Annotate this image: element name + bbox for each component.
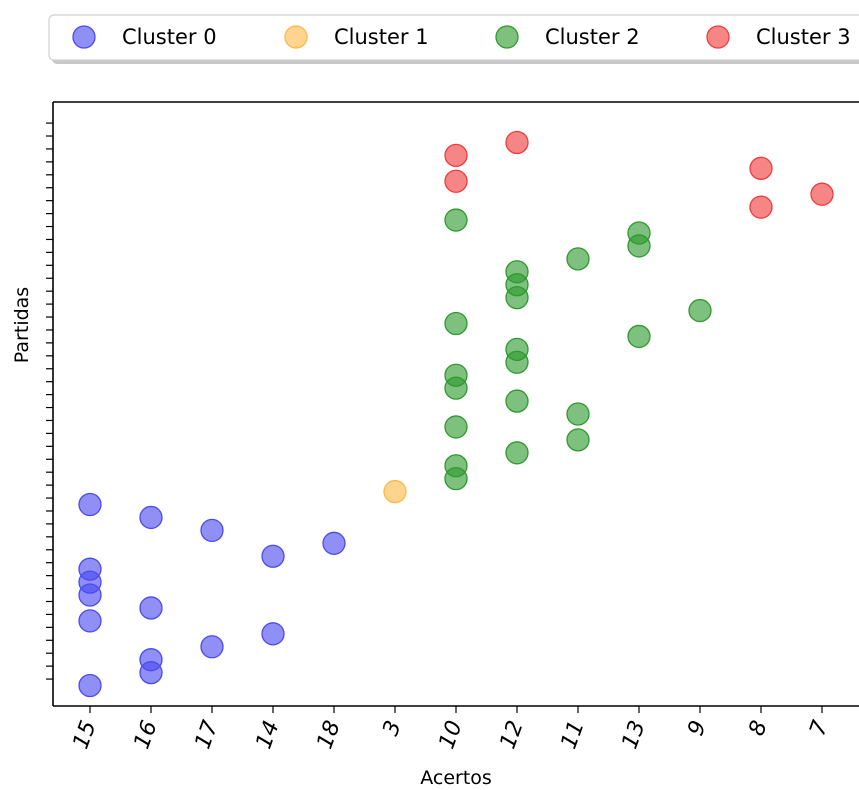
data-point — [444, 311, 468, 336]
data-point — [383, 479, 407, 504]
x-tick-label: 18 — [313, 718, 346, 753]
data-point — [78, 492, 102, 517]
legend-marker — [706, 25, 730, 49]
data-point — [444, 143, 468, 168]
x-tick-label: 14 — [252, 718, 285, 753]
data-point — [810, 182, 834, 206]
x-tick-label: 12 — [496, 718, 529, 753]
legend-label: Cluster 0 — [122, 25, 217, 49]
data-point — [78, 609, 102, 633]
data-point — [139, 660, 163, 685]
data-point — [505, 285, 529, 310]
data-point — [200, 635, 224, 659]
legend-marker — [284, 25, 308, 49]
data-point — [444, 169, 468, 193]
data-point — [505, 441, 529, 465]
data-point — [261, 544, 285, 568]
legend: Cluster 0 Cluster 1 Cluster 2 Cluster 3 — [48, 14, 859, 64]
data-point — [261, 622, 285, 646]
legend-label: Cluster 3 — [756, 25, 851, 49]
data-point — [444, 415, 468, 439]
data-point — [627, 324, 651, 349]
data-point — [139, 596, 163, 620]
data-point — [505, 130, 529, 155]
data-point — [505, 350, 529, 374]
x-tick-label: 13 — [618, 718, 651, 753]
x-tick-label: 16 — [130, 718, 163, 753]
data-point — [78, 583, 102, 607]
y-axis-label: Partidas — [11, 287, 33, 363]
data-point — [627, 234, 651, 258]
legend-label: Cluster 1 — [334, 25, 429, 49]
x-tick-label: 11 — [557, 718, 590, 753]
data-point — [688, 298, 712, 323]
data-point — [566, 428, 590, 452]
data-point — [200, 518, 224, 543]
legend-marker — [495, 25, 519, 49]
legend-marker — [72, 25, 96, 49]
data-point — [566, 247, 590, 271]
data-point — [566, 402, 590, 426]
x-tick-label: 9 — [683, 718, 711, 740]
x-tick-label: 8 — [744, 718, 772, 740]
data-point — [444, 376, 468, 400]
x-tick-label: 17 — [191, 718, 224, 753]
data-point — [322, 531, 346, 555]
data-point — [505, 389, 529, 413]
x-tick-label: 7 — [805, 718, 833, 740]
x-tick-label: 15 — [69, 718, 102, 753]
data-point — [139, 505, 163, 530]
data-point — [78, 673, 102, 698]
data-point — [749, 156, 773, 180]
plot-area: 15 16 17 14 18 3 10 12 11 13 9 8 7 — [46, 101, 859, 753]
data-point — [444, 208, 468, 232]
legend-label: Cluster 2 — [545, 25, 640, 49]
data-point — [444, 467, 468, 491]
data-point — [749, 195, 773, 219]
x-axis-label: Acertos — [420, 767, 492, 789]
x-tick-label: 10 — [435, 718, 468, 753]
x-tick-label: 3 — [378, 718, 406, 740]
legend-box — [48, 14, 859, 61]
